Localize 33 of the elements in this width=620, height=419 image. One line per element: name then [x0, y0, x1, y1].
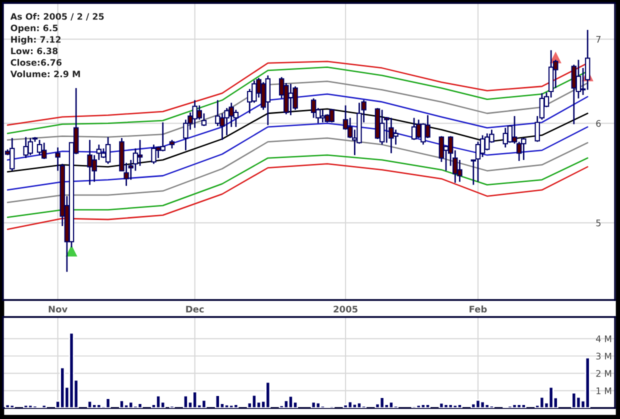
candlestick	[137, 139, 143, 167]
line-series	[6, 154, 588, 218]
point	[66, 244, 78, 257]
candlestick	[100, 148, 106, 159]
annotation: High: 7.12	[11, 36, 61, 45]
candlestick	[571, 64, 577, 125]
annotation: As Of: 2005 / 2 / 25	[10, 13, 104, 20]
x-tick-label: Feb	[470, 306, 487, 313]
candlestick	[151, 144, 156, 165]
y-tick-label: 3 M	[596, 352, 612, 360]
candlestick	[36, 139, 42, 156]
x-tick-label: Dec	[186, 306, 204, 313]
line-series	[6, 163, 588, 230]
annotation: Close:6.76	[10, 59, 62, 66]
y-tick-label: 1 M	[596, 388, 612, 394]
candlestick	[41, 142, 47, 160]
y-tick-label: 4 M	[596, 336, 612, 342]
candlestick	[105, 136, 111, 165]
y-tick-label: 7	[596, 36, 601, 43]
x-tick-label: Nov	[48, 306, 68, 313]
line-series	[6, 108, 588, 172]
candlestick	[201, 112, 207, 127]
annotation: Volume: 2.9 M	[10, 70, 80, 78]
annotation: Open: 6.5	[10, 24, 58, 33]
line-series	[6, 93, 588, 161]
y-tick-label: 2 M	[596, 370, 612, 377]
annotation: Low: 6.38	[11, 48, 58, 54]
line-series	[6, 137, 588, 204]
x-tick-label: 2005	[334, 306, 358, 313]
y-tick-label: 5	[596, 220, 601, 226]
line-series	[6, 122, 588, 191]
line-series	[6, 80, 588, 141]
y-tick-label: 6	[596, 120, 601, 127]
